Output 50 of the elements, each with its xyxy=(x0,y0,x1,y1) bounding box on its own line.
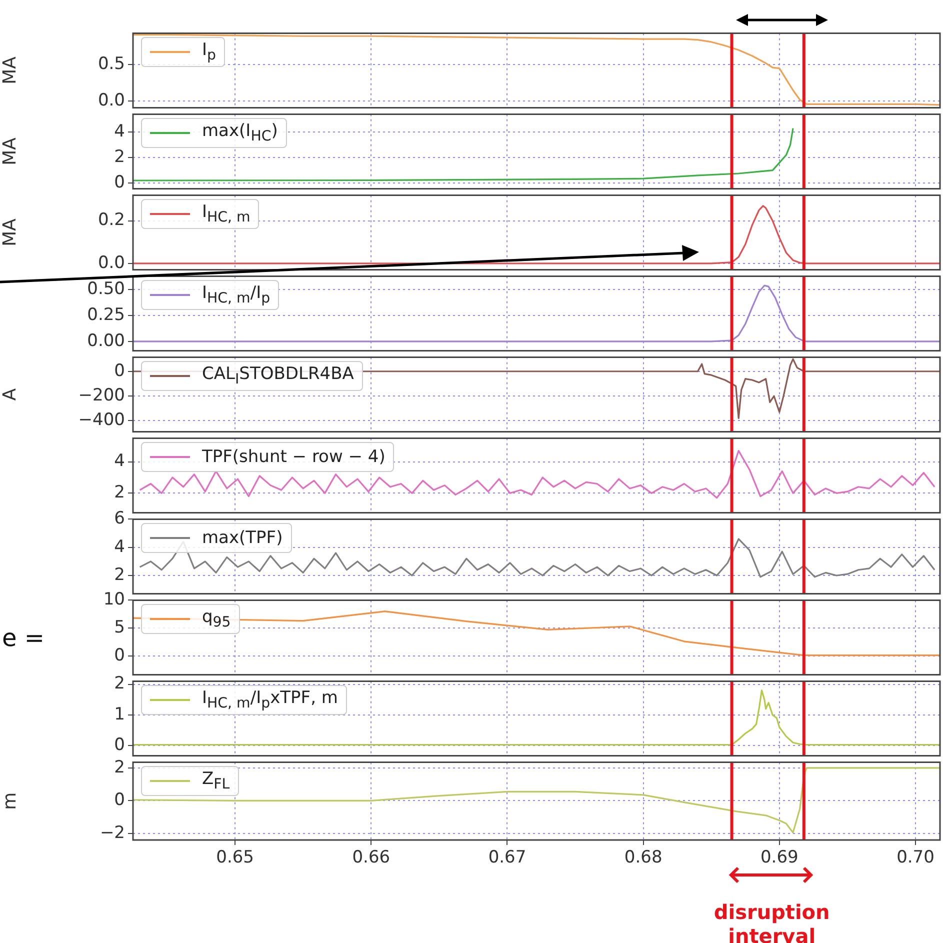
legend-label: I$_{HC, m}$/I$_{p}$ xyxy=(202,283,270,307)
y-tick-label: 0 xyxy=(114,360,125,381)
x-tick-label: 0.66 xyxy=(352,848,390,868)
x-tick-label: 0.68 xyxy=(624,848,662,868)
y-tick-label: 10 xyxy=(103,590,125,610)
legend-label: I$_{HC, m}$ xyxy=(202,202,250,226)
y-tick-label: 0.2 xyxy=(98,210,125,230)
legend-label: I$_{p}$ xyxy=(202,40,216,64)
y-tick-label: 2 xyxy=(114,146,125,167)
y-tick-label: 0 xyxy=(114,735,125,756)
y-tick-label: −400 xyxy=(78,410,125,430)
legend-label: q$_{95}$ xyxy=(202,607,231,631)
legend-label: CAL$_{I}$STOBDLR4BA xyxy=(202,364,354,388)
y-tick-label: 4 xyxy=(114,536,125,557)
y-tick-label: 4 xyxy=(114,121,125,142)
y-tick-label: −2 xyxy=(100,822,125,843)
y-tick-label: 2 xyxy=(114,564,125,585)
y-tick-label: 0 xyxy=(114,645,125,666)
y-axis-title: MA xyxy=(0,218,20,246)
y-axis-title: A xyxy=(0,388,20,401)
y-tick-label: 2 xyxy=(114,757,125,778)
y-tick-label: 0.00 xyxy=(87,330,125,351)
y-axis-title: MA xyxy=(0,136,20,166)
x-tick-label: 0.69 xyxy=(760,848,798,868)
text: e = xyxy=(2,624,45,652)
legend-label: max(TPF) xyxy=(202,528,283,548)
y-tick-label: 0.5 xyxy=(98,54,125,74)
y-tick-label: 5 xyxy=(114,617,125,638)
x-tick-label: 0.65 xyxy=(216,848,254,868)
y-tick-label: 0.0 xyxy=(98,90,125,111)
y-tick-label: −200 xyxy=(78,385,125,406)
y-axis-title: m xyxy=(0,792,20,810)
y-axis-title: MA xyxy=(0,56,20,84)
y-tick-label: 0.25 xyxy=(87,304,125,325)
text: disruption interval xyxy=(712,900,831,943)
x-tick-label: 0.67 xyxy=(488,848,526,868)
y-tick-label: 0.0 xyxy=(98,252,125,273)
y-tick-label: 2 xyxy=(114,482,125,503)
y-tick-label: 0.50 xyxy=(87,279,125,300)
legend-label: I$_{HC, m}$/I$_{p}$xTPF, m xyxy=(202,688,338,712)
legend-label: TPF(shunt − row − 4) xyxy=(202,447,386,468)
y-tick-label: 2 xyxy=(114,674,125,694)
y-tick-label: 0 xyxy=(114,172,125,192)
legend-label: Z$_{FL}$ xyxy=(202,769,230,793)
y-tick-label: 6 xyxy=(114,508,125,529)
y-tick-label: 1 xyxy=(114,704,125,724)
y-tick-label: 0 xyxy=(114,790,125,810)
legend-label: max(I$_{HC}$) xyxy=(202,121,278,145)
x-tick-label: 0.70 xyxy=(896,848,934,868)
y-tick-label: 4 xyxy=(114,451,125,472)
